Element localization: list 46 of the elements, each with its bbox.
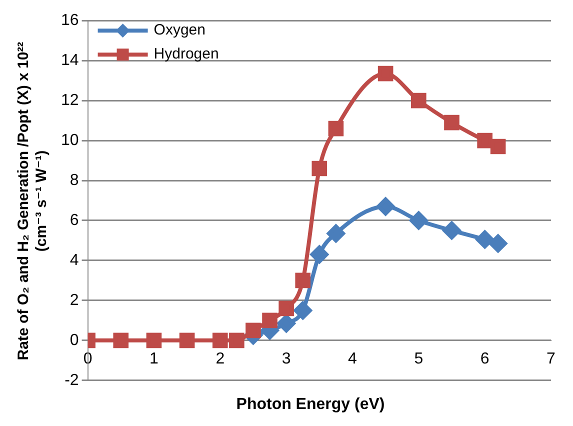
point: [312, 160, 328, 176]
point: [411, 92, 426, 108]
x-tick-label: 2: [216, 350, 225, 368]
y-tick-label: 8: [70, 172, 79, 189]
y-tick-label: 12: [61, 92, 79, 109]
point: [444, 114, 460, 130]
point: [328, 120, 344, 136]
point: [376, 197, 395, 216]
point: [262, 312, 278, 328]
point: [212, 332, 228, 348]
point: [179, 332, 195, 348]
x-tick-label: 7: [546, 350, 556, 368]
y-tick-label: 0: [70, 332, 79, 349]
y-tick-label: 2: [70, 292, 79, 309]
point: [295, 272, 311, 288]
point: [113, 332, 129, 348]
point: [278, 300, 294, 316]
point: [490, 138, 506, 154]
x-tick-label: 5: [414, 350, 424, 368]
point: [476, 230, 494, 248]
point: [378, 66, 394, 82]
x-axis-title: Photon Energy (eV): [235, 396, 386, 414]
y-tick-label: 16: [61, 12, 79, 30]
x-tick-label: 4: [348, 350, 358, 368]
x-tick-label: 1: [150, 350, 159, 368]
point: [310, 245, 328, 264]
x-tick-label: 6: [480, 350, 490, 368]
point: [229, 332, 244, 348]
point: [146, 332, 162, 348]
y-tick-label: 4: [70, 252, 79, 269]
point: [326, 224, 345, 242]
legend-label: Oxygen: [154, 22, 206, 39]
point: [442, 221, 461, 240]
point: [294, 301, 312, 320]
point: [410, 211, 428, 230]
legend-label: Hydrogen: [154, 46, 219, 63]
point: [477, 132, 492, 148]
point: [489, 234, 508, 252]
y-tick-label: 10: [61, 132, 79, 149]
point: [277, 314, 296, 332]
y-axis-title: Rate of O₂ and H₂ Generation /Popt (X) x 10²² (cm⁻³ s⁻¹ W⁻¹): [15, 40, 51, 362]
y-tick-label: 14: [61, 52, 79, 69]
x-tick-label: 3: [282, 350, 291, 368]
point: [246, 322, 261, 338]
y-tick-label: 6: [70, 212, 79, 229]
y-tick-label: -2: [64, 372, 79, 389]
